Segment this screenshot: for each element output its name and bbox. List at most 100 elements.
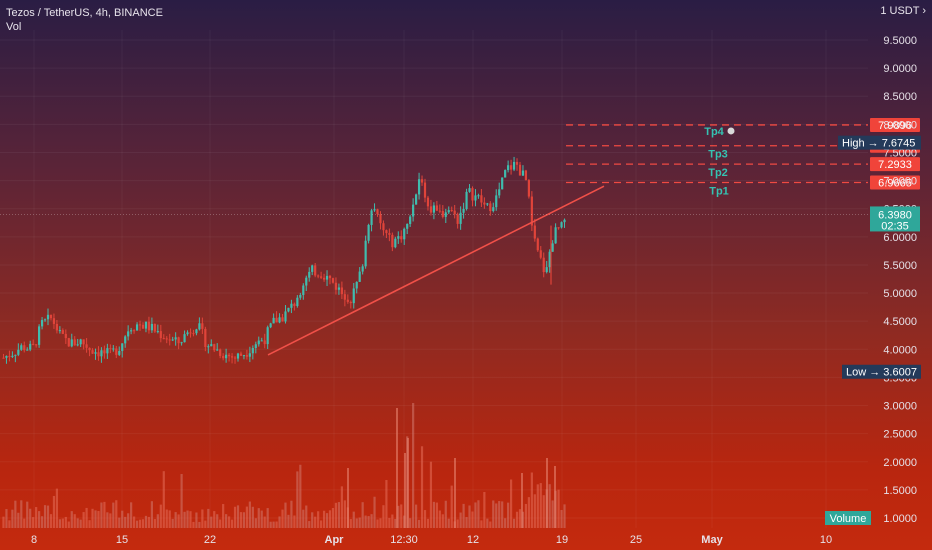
current-price-tag [870, 206, 920, 232]
symbol-title[interactable]: Tezos / TetherUS, 4h, BINANCE [6, 7, 163, 19]
candle-body [11, 355, 14, 357]
volume-bar [88, 520, 91, 528]
volume-bar [257, 508, 260, 528]
volume-bar [266, 508, 269, 528]
candle-body [263, 340, 266, 345]
price-tick-label: 9.5000 [883, 35, 917, 47]
volume-bar [127, 513, 130, 528]
candle-body [521, 170, 525, 176]
candle-body [251, 348, 254, 354]
volume-bar [527, 497, 530, 528]
candle-body [459, 212, 462, 224]
volume-bar [334, 502, 338, 528]
candle-body [450, 210, 453, 212]
volume-bar [468, 505, 471, 528]
volume-bar [180, 474, 183, 528]
candle-body [548, 251, 551, 268]
candle-body [239, 353, 243, 356]
volume-bar [85, 507, 88, 528]
candle-body [403, 228, 406, 240]
volume-legend[interactable]: Vol [6, 21, 22, 33]
candle-body [132, 330, 136, 332]
countdown-label: 02:35 [881, 220, 909, 232]
candle-body [554, 227, 557, 244]
volume-bar [400, 504, 403, 528]
candle-body [453, 210, 456, 215]
candle-body [414, 194, 418, 205]
candle-body [314, 265, 317, 276]
volume-bar [222, 504, 225, 528]
volume-bar [364, 515, 367, 528]
volume-bar [225, 514, 228, 528]
candle-body [141, 324, 145, 329]
volume-bar [331, 507, 335, 528]
candle-body [55, 323, 59, 331]
trendline-layer [0, 185, 868, 356]
volume-bar [150, 501, 154, 528]
volume-bar [349, 519, 352, 528]
candle-body [542, 257, 545, 273]
volume-bar [509, 479, 513, 528]
candle-body [468, 188, 471, 192]
candle-body [391, 234, 394, 248]
candle-body [480, 195, 483, 203]
volume-bar [388, 517, 391, 528]
volume-bar [58, 519, 61, 528]
candle-body [349, 301, 352, 304]
volume-bar [14, 500, 17, 528]
candle-body [465, 191, 468, 209]
volume-tag-label: Volume [830, 513, 867, 525]
currency-selector[interactable]: 1 USDT › [880, 5, 926, 17]
price-axis: 9.50009.00008.50008.00007.50007.00006.50… [825, 35, 921, 525]
volume-bar [177, 514, 180, 528]
price-tick-label: 4.0000 [883, 344, 917, 356]
volume-bar [420, 446, 424, 528]
candle-body [121, 343, 124, 352]
candle-body [423, 182, 427, 198]
volume-bar [290, 500, 293, 528]
volume-bar [124, 516, 127, 528]
volume-bar [454, 458, 456, 528]
candle-body [388, 233, 391, 235]
volume-bar [64, 516, 67, 528]
volume-bar [314, 516, 317, 528]
target-price-label: 7.2933 [878, 159, 912, 171]
candle-body [293, 303, 296, 306]
candle-body [394, 238, 397, 248]
candle-body [189, 332, 192, 334]
volume-bar [474, 502, 477, 528]
volume-bar [483, 491, 486, 528]
candle-body [364, 240, 367, 267]
volume-bar [97, 511, 100, 528]
candle-body [504, 170, 507, 178]
high-price-tag [838, 135, 921, 150]
volume-bar [49, 514, 53, 528]
time-tick-label: 12 [467, 534, 479, 546]
volume-bar [382, 505, 385, 528]
volume-bar [165, 509, 168, 528]
volume-bar [530, 472, 533, 528]
volume-bar [38, 511, 41, 528]
volume-bar [459, 512, 462, 528]
volume-bar [409, 518, 412, 528]
volume-bar [112, 502, 115, 528]
candle-body [230, 356, 234, 358]
candle-body [337, 287, 341, 290]
volume-bar [397, 505, 400, 528]
volume-bar [465, 517, 468, 528]
candle-body [233, 357, 237, 359]
candle-body [560, 222, 563, 228]
volume-bar [429, 461, 433, 528]
candle-body [412, 204, 415, 217]
volume-bar [236, 505, 240, 528]
volume-bar [67, 521, 70, 528]
time-tick-label: 22 [204, 534, 216, 546]
candle-body [73, 339, 76, 346]
candle-body [373, 209, 376, 211]
volume-bar [5, 509, 8, 528]
volume-bar [251, 506, 254, 528]
candle-body [358, 271, 361, 282]
candle-body [515, 161, 519, 165]
